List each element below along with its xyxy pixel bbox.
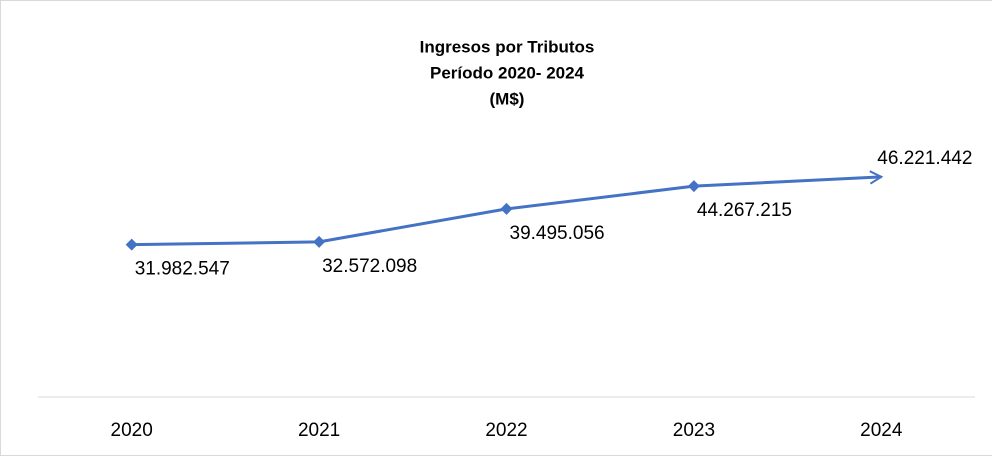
unit-label: (M$) xyxy=(490,89,525,108)
data-label: 46.221.442 xyxy=(877,148,972,169)
x-tick-label: 2024 xyxy=(860,420,903,441)
chart-subtitle: Período 2020- 2024 xyxy=(430,63,585,82)
data-label: 32.572.098 xyxy=(322,256,417,277)
data-label: 44.267.215 xyxy=(697,200,792,221)
x-tick-label: 2020 xyxy=(111,420,153,441)
point-marker xyxy=(313,235,326,248)
chart-title: Ingresos por Tributos xyxy=(420,37,595,56)
data-label: 39.495.056 xyxy=(510,223,605,244)
point-marker xyxy=(687,180,700,193)
x-tick-label: 2023 xyxy=(673,420,715,441)
data-label: 31.982.547 xyxy=(135,259,230,280)
x-tick-label: 2022 xyxy=(485,420,527,441)
x-tick-label: 2021 xyxy=(298,420,340,441)
point-marker xyxy=(500,202,513,215)
point-marker xyxy=(125,238,138,251)
